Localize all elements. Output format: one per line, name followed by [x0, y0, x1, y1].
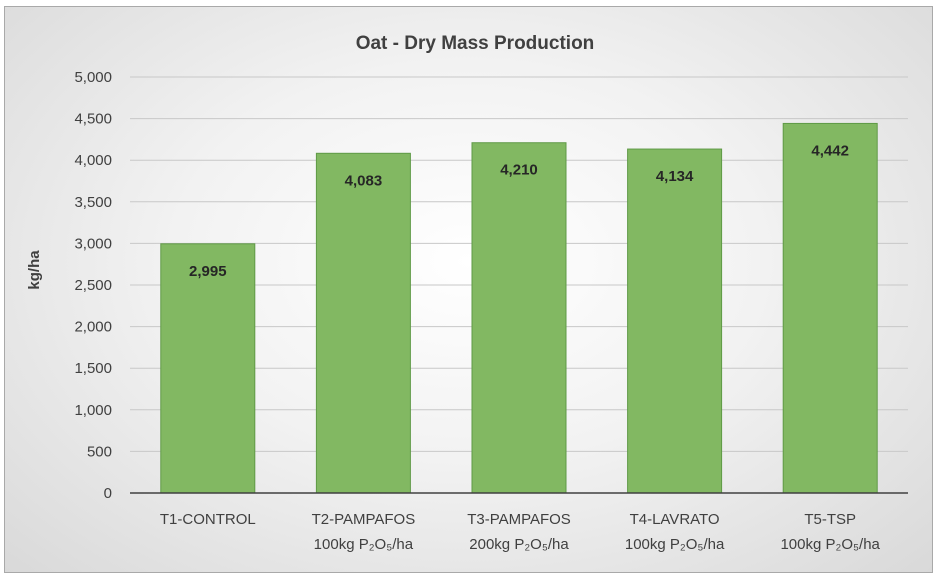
y-tick-label: 500: [87, 443, 112, 460]
y-tick-labels: 0 500 1,000 1,500 2,000 2,500 3,000 3,500 4,000 4…: [74, 69, 112, 502]
category-sublabel: 100kg P₂O₅/ha: [625, 536, 725, 553]
bar: [627, 148, 723, 494]
y-tick-label: 2,500: [74, 277, 112, 294]
category-sublabel: 100kg P₂O₅/ha: [314, 536, 414, 553]
bars: [160, 122, 878, 494]
y-tick-label: 3,000: [74, 235, 112, 252]
category-label: T4-LAVRATO: [630, 511, 720, 528]
bar: [471, 142, 567, 494]
bar: [315, 152, 411, 494]
y-axis-label: kg/ha: [26, 250, 43, 290]
y-tick-label: 1,500: [74, 360, 112, 377]
data-labels: 2,995 4,083 4,210 4,134 4,442: [189, 142, 849, 279]
chart-frame: [4, 6, 933, 573]
category-label: T1-CONTROL: [160, 511, 256, 528]
bar: [160, 243, 256, 494]
gridlines: [130, 76, 908, 452]
y-tick-label: 3,500: [74, 194, 112, 211]
y-tick-label: 0: [104, 485, 112, 502]
y-tick-label: 1,000: [74, 402, 112, 419]
y-tick-label: 5,000: [74, 69, 112, 86]
category-label: T3-PAMPAFOS: [467, 511, 571, 528]
data-label: 2,995: [189, 263, 227, 280]
category-label: T2-PAMPAFOS: [312, 511, 416, 528]
chart-title: Oat - Dry Mass Production: [356, 33, 595, 54]
category-label: T5-TSP: [804, 511, 856, 528]
data-label: 4,442: [811, 142, 849, 159]
category-sublabel: 100kg P₂O₅/ha: [780, 536, 880, 553]
data-label: 4,134: [656, 168, 694, 185]
y-tick-label: 2,000: [74, 319, 112, 336]
category-labels: T1-CONTROL T2-PAMPAFOS 100kg P₂O₅/ha T3-PAM…: [160, 511, 881, 553]
y-tick-label: 4,000: [74, 152, 112, 169]
data-label: 4,210: [500, 162, 538, 179]
category-sublabel: 200kg P₂O₅/ha: [469, 536, 569, 553]
bar: [782, 122, 878, 494]
y-tick-label: 4,500: [74, 111, 112, 128]
data-label: 4,083: [345, 172, 383, 189]
